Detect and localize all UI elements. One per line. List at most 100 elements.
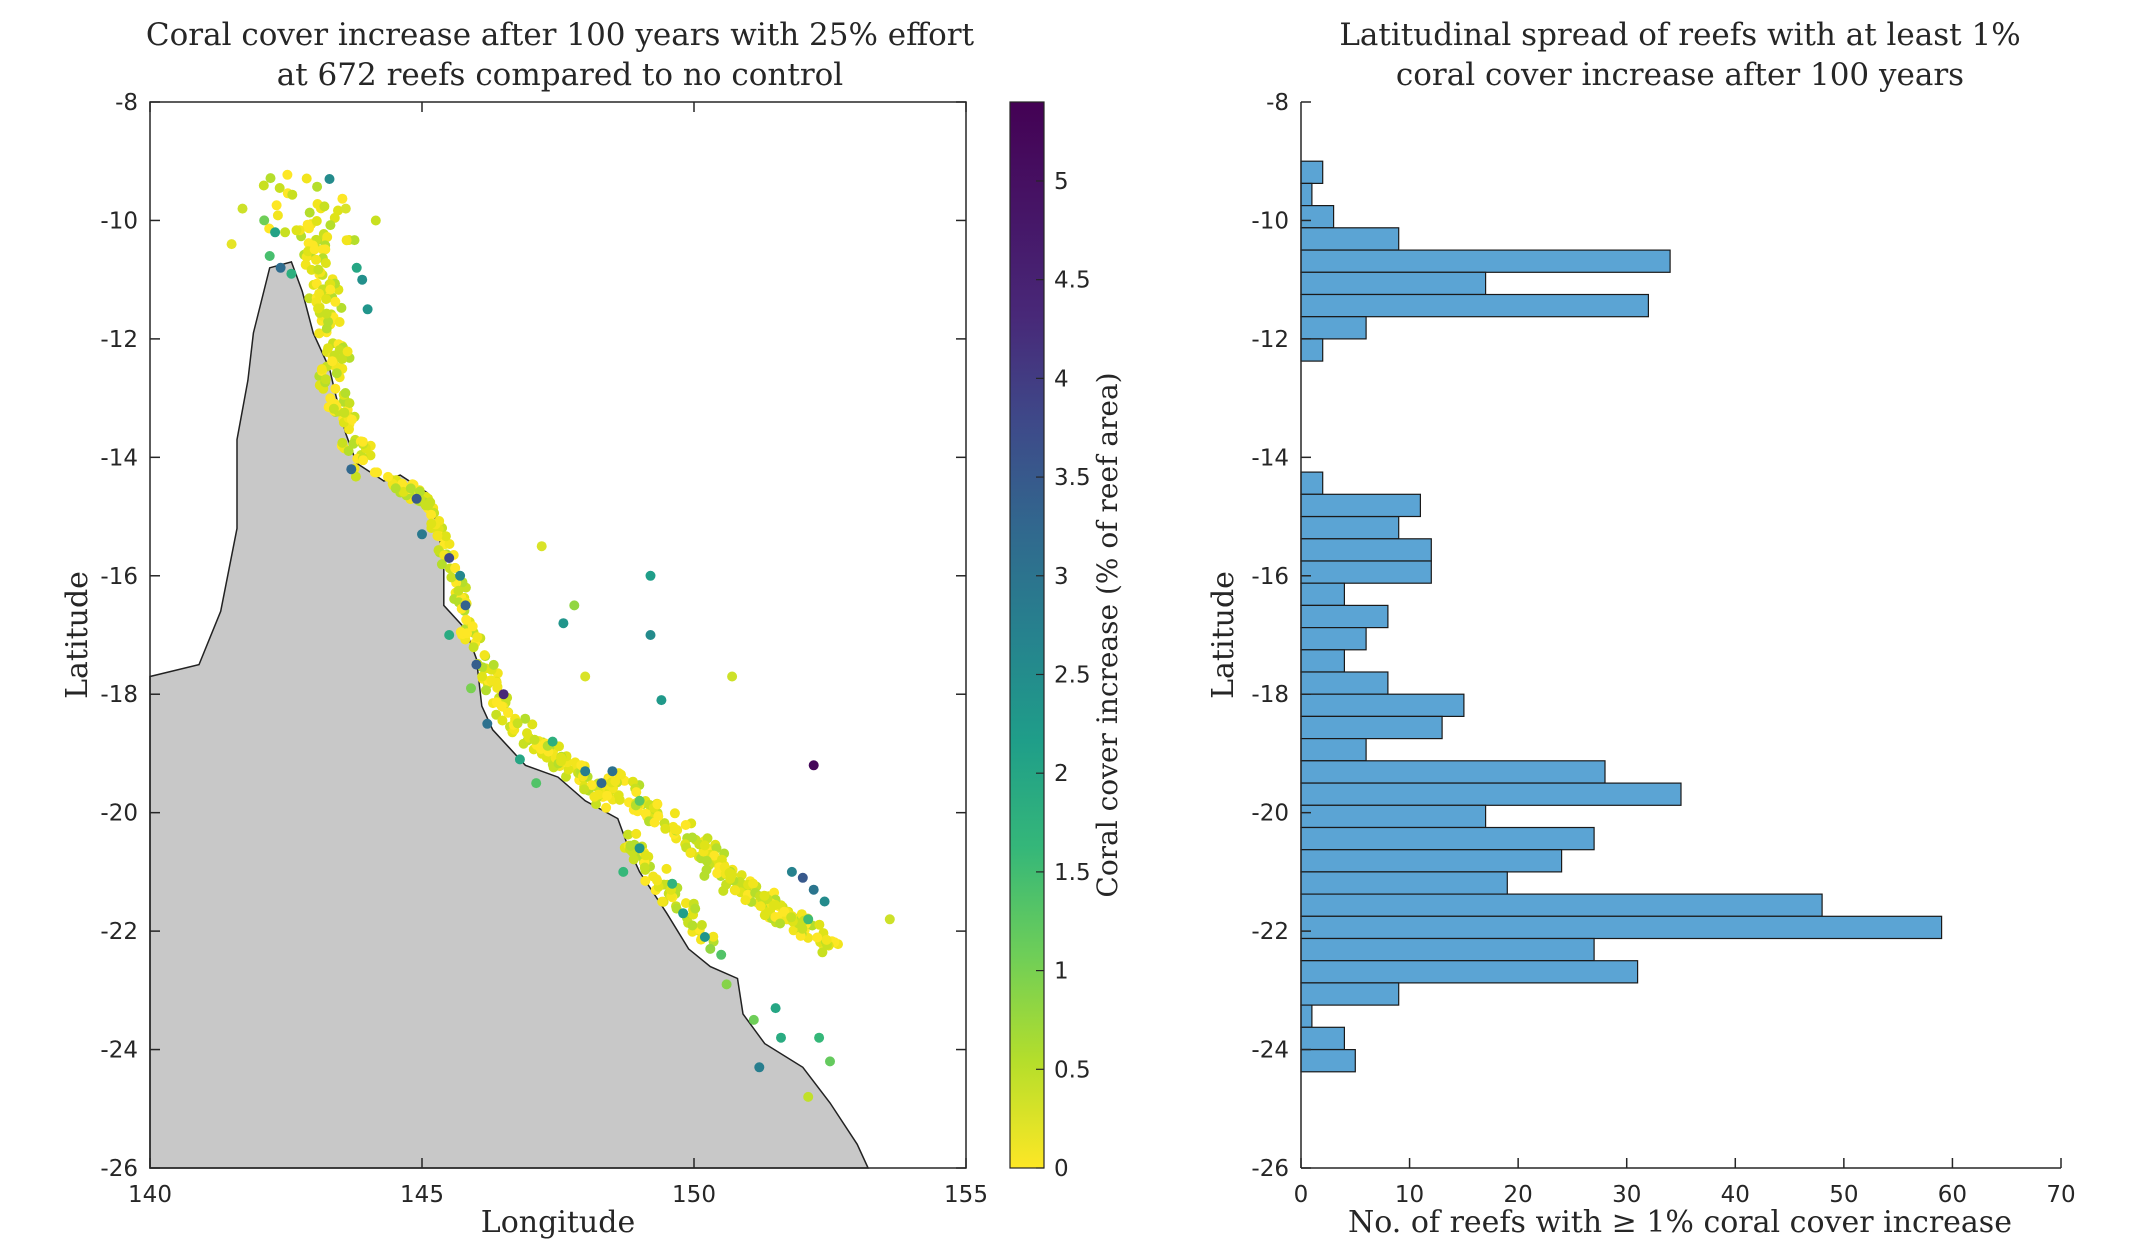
colorbar-gradient: [1009, 101, 1045, 1169]
colorbar-tick-label: 0: [1054, 1156, 1069, 1182]
reef-point-cluster: [432, 530, 443, 541]
reef-point-cluster: [492, 682, 503, 693]
reef-point: [259, 215, 270, 226]
reef-point-cluster: [821, 934, 832, 945]
hist-x-label: No. of reefs with ≥ 1% coral cover incre…: [1348, 1205, 2012, 1240]
reef-point: [547, 736, 558, 747]
reef-point-cluster: [529, 734, 540, 745]
hist-y-tick-label: -14: [1251, 445, 1289, 471]
hist-x-tick-label: 70: [2046, 1182, 2075, 1208]
reef-point-cluster: [640, 875, 651, 886]
reef-point-cluster: [639, 862, 650, 873]
reef-point-cluster: [271, 200, 282, 211]
reef-point-cluster: [740, 895, 751, 906]
colorbar-label: Coral cover increase (% of reef area): [1091, 372, 1124, 897]
reef-point-cluster: [586, 780, 597, 791]
reef-point-cluster: [709, 850, 720, 861]
reef-point-cluster: [563, 764, 574, 775]
hist-y-tick-label: -8: [1266, 90, 1289, 116]
reef-point: [498, 689, 509, 700]
hist-y-tick-label: -20: [1251, 801, 1289, 827]
reef-point-cluster: [302, 219, 313, 230]
hist-bar: [1300, 1004, 1313, 1028]
reef-point-cluster: [701, 855, 712, 866]
reef-point-cluster: [701, 864, 712, 875]
reef-point: [618, 866, 629, 877]
reef-point: [558, 618, 569, 629]
reef-point-cluster: [334, 317, 345, 327]
reef-point: [721, 979, 732, 990]
reef-point-cluster: [468, 642, 479, 653]
hist-x-tick-label: 50: [1829, 1182, 1858, 1208]
reef-point-cluster: [426, 518, 437, 529]
reef-point-cluster: [725, 873, 736, 884]
hist-bar: [1300, 515, 1400, 540]
hist-x-tick-label: 0: [1294, 1182, 1309, 1208]
reef-point-cluster: [317, 244, 328, 255]
map-y-tick-label: -18: [100, 682, 138, 708]
hist-bar: [1300, 227, 1400, 251]
hist-bar: [1300, 649, 1346, 673]
reef-point-cluster: [472, 632, 483, 643]
reef-point-cluster: [589, 791, 600, 802]
reef-point-cluster: [669, 808, 680, 819]
colorbar-ticks: 0 0.5 1 1.5 2 2.5 3 3.5 4 4.5 5: [1036, 169, 1091, 1182]
colorbar-tick-label: 0.5: [1054, 1057, 1091, 1083]
reef-point-cluster: [687, 920, 698, 931]
reef-point-cluster: [311, 254, 321, 265]
hist-title-line-1: Latitudinal spread of reefs with at leas…: [1339, 17, 2020, 53]
reef-point-cluster: [320, 374, 331, 385]
hist-y-tick-label: -12: [1251, 327, 1289, 353]
reef-point-cluster: [390, 483, 401, 494]
reef-point-cluster: [775, 918, 786, 929]
hist-y-tick-label: -26: [1251, 1156, 1289, 1182]
map-title-line-1: Coral cover increase after 100 years wit…: [146, 17, 975, 53]
reef-point: [531, 778, 542, 789]
hist-bar: [1300, 316, 1367, 340]
hist-bar: [1300, 1026, 1346, 1051]
reef-point-cluster: [316, 364, 327, 375]
reef-point: [705, 943, 716, 954]
reef-point-cluster: [349, 235, 360, 246]
reef-point-cluster: [716, 854, 727, 865]
reef-point-cluster: [330, 296, 341, 307]
reef-point-cluster: [370, 215, 381, 226]
reef-point-cluster: [322, 232, 333, 242]
reef-point-cluster: [287, 189, 298, 200]
reef-point-cluster: [486, 675, 497, 686]
reef-point-cluster: [330, 383, 341, 394]
map-y-label: Latitude: [60, 571, 95, 699]
reef-point: [884, 914, 895, 925]
reef-point-cluster: [685, 848, 696, 858]
reef-point-cluster: [759, 890, 770, 901]
reef-point-cluster: [309, 244, 320, 255]
reef-point-cluster: [631, 787, 642, 798]
reef-point-cluster: [291, 225, 302, 236]
reef-point-cluster: [365, 450, 376, 461]
reef-point: [226, 239, 237, 250]
reef-point: [417, 529, 427, 540]
reef-point-cluster: [467, 621, 478, 632]
reef-point-cluster: [477, 671, 488, 682]
reef-point-cluster: [320, 258, 331, 269]
reef-point-cluster: [625, 840, 636, 851]
reef-point-cluster: [325, 220, 336, 231]
reef-point: [455, 570, 466, 581]
map-y-tick-label: -20: [100, 801, 138, 827]
reef-point: [634, 843, 645, 854]
colorbar-tick-label: 4: [1054, 366, 1069, 392]
reef-point-cluster: [556, 752, 567, 763]
hist-bar: [1300, 160, 1324, 184]
reef-point-cluster: [527, 719, 538, 730]
hist-y-tick-label: -18: [1251, 682, 1289, 708]
reef-point-cluster: [343, 446, 354, 456]
reef-point-cluster: [319, 201, 330, 212]
map-x-tick-label: 155: [944, 1182, 988, 1208]
reef-point: [466, 683, 476, 694]
reef-point: [819, 896, 830, 907]
reef-point-cluster: [280, 227, 291, 238]
reef-point-cluster: [708, 931, 719, 942]
reef-point-cluster: [661, 863, 672, 874]
reef-point-cluster: [652, 875, 663, 886]
reef-point-cluster: [462, 628, 473, 639]
